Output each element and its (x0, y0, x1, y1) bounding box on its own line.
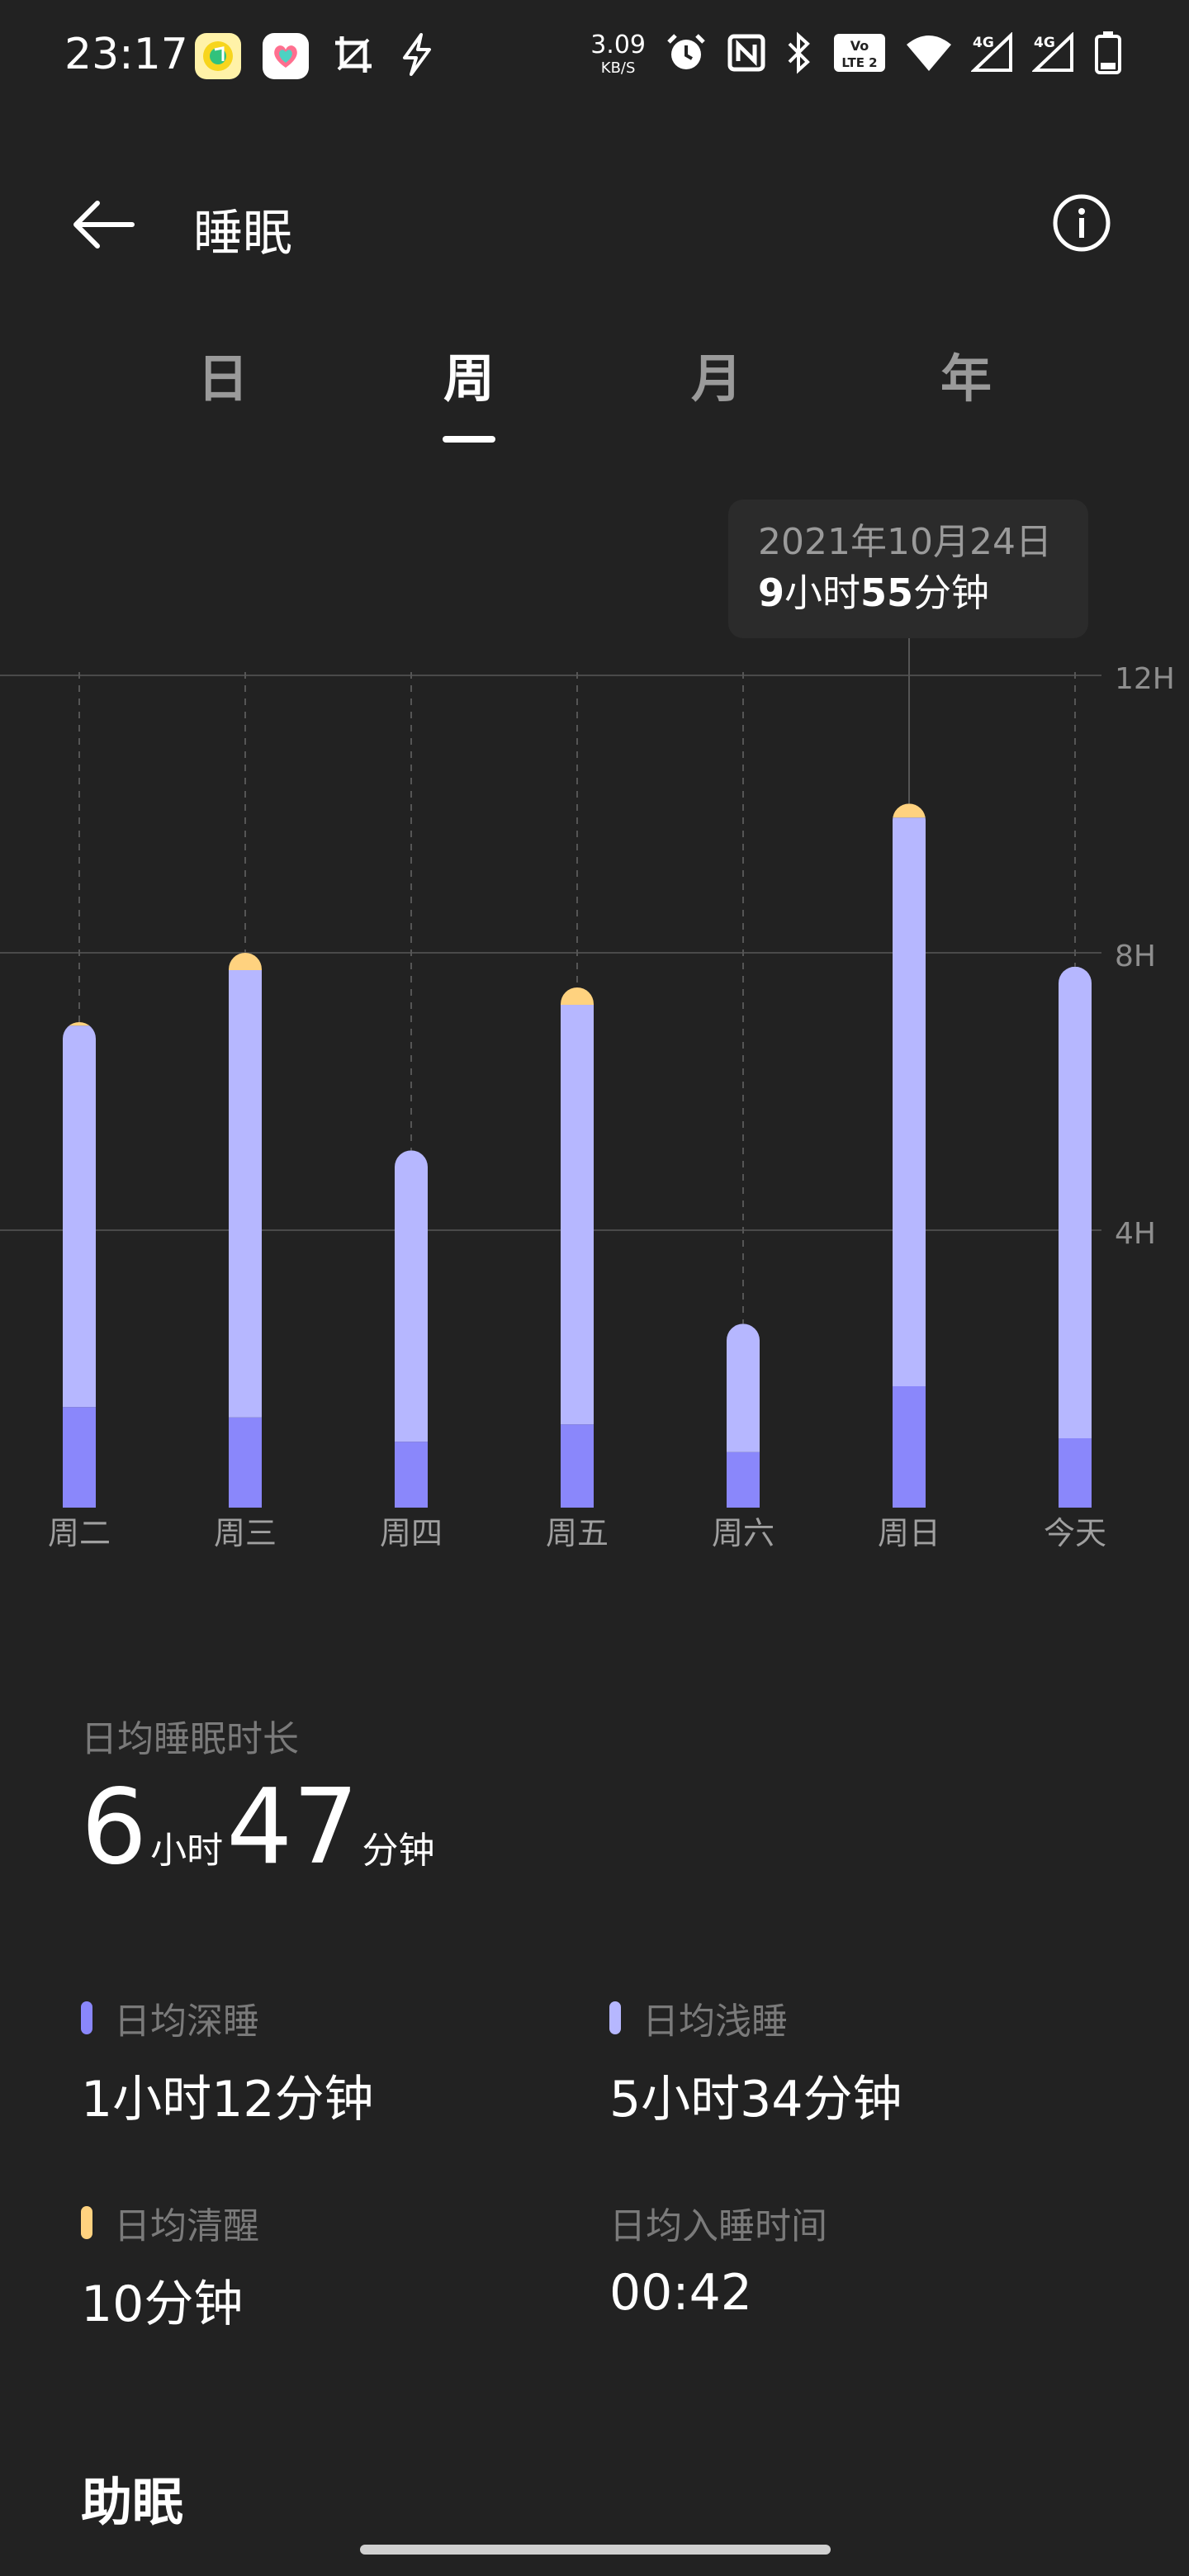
bar-segment-awake (229, 953, 262, 970)
light-sleep-dot (609, 2001, 621, 2034)
summary-minutes: 47 (226, 1766, 359, 1887)
volte-label: LTE 2 (841, 55, 877, 70)
stat-label: 日均清醒 (114, 2205, 259, 2247)
tab-week[interactable]: 周 (443, 348, 495, 409)
info-button[interactable] (1052, 193, 1111, 253)
summary-minutes-unit: 分钟 (362, 1830, 435, 1872)
tooltip-date: 2021年10月24日 (758, 521, 1052, 563)
back-button[interactable] (69, 192, 135, 258)
x-tick-label: 周四 (380, 1515, 443, 1551)
volte-icon: Vo LTE 2 (832, 32, 887, 77)
sleep-chart[interactable]: 12H 8H 4H 周二 周三 周四 周五 周六 周日 今天 (0, 487, 1189, 1577)
x-tick-label: 周五 (546, 1515, 609, 1551)
tab-day[interactable]: 日 (197, 348, 249, 409)
bar-segment-light-sleep (893, 817, 926, 1386)
flash-icon (398, 31, 434, 81)
crop-icon (330, 31, 377, 81)
battery-icon (1093, 30, 1123, 79)
stat-label: 日均深睡 (114, 2001, 259, 2043)
tooltip-hours: 9 (758, 571, 785, 615)
stat-value: 00:42 (609, 2264, 752, 2322)
svg-text:4G: 4G (973, 35, 994, 51)
stat-deep-sleep: 日均深睡 1小时12分钟 (81, 1991, 543, 2131)
tab-year[interactable]: 年 (940, 348, 992, 409)
summary-hours: 6 (81, 1766, 148, 1887)
bar-segment-deep-sleep (893, 1386, 926, 1508)
stat-value: 5小时34分钟 (609, 2071, 902, 2129)
tab-indicator (443, 436, 495, 443)
bar-segment-awake (561, 987, 594, 1005)
bar-1 (229, 953, 262, 1508)
net-speed: 3.09 KB/S (590, 33, 646, 76)
nfc-icon (727, 33, 766, 76)
bar-segment-light-sleep (229, 970, 262, 1418)
summary-duration: 6小时47分钟 (81, 1775, 438, 1879)
net-speed-value: 3.09 (590, 31, 646, 59)
bar-3 (561, 987, 594, 1508)
x-tick-label: 周六 (712, 1515, 775, 1551)
x-tick-label: 周三 (214, 1515, 277, 1551)
heart-app-icon (263, 33, 309, 79)
stat-light-sleep: 日均浅睡 5小时34分钟 (609, 1991, 1072, 2131)
svg-text:Vo: Vo (850, 38, 869, 54)
x-tick-label: 今天 (1044, 1515, 1106, 1551)
alarm-icon (664, 31, 708, 78)
bar-segment-light-sleep (561, 1005, 594, 1425)
chart-tooltip: 2021年10月24日 9小时55分钟 (728, 500, 1088, 638)
stat-value: 10分钟 (81, 2275, 244, 2333)
bar-segment-deep-sleep (561, 1424, 594, 1508)
bar-segment-deep-sleep (727, 1451, 760, 1508)
bar-segment-light-sleep (395, 1150, 428, 1442)
bluetooth-icon (784, 31, 814, 78)
info-icon (1053, 194, 1111, 252)
tooltip-minutes: 55 (860, 571, 914, 615)
section-title-sleep-aid: 助眠 (81, 2472, 184, 2532)
stat-awake: 日均清醒 10分钟 (81, 2196, 543, 2336)
stat-label: 日均入睡时间 (609, 2205, 827, 2247)
status-left-icons (195, 31, 434, 81)
tooltip-hours-unit: 小时 (784, 571, 861, 615)
bar-2 (395, 1150, 428, 1508)
summary-hours-unit: 小时 (150, 1830, 224, 1872)
net-speed-unit: KB/S (600, 59, 636, 77)
bar-segment-light-sleep (727, 1324, 760, 1452)
bar-segment-deep-sleep (63, 1407, 96, 1508)
x-tick-label: 周二 (48, 1515, 111, 1551)
back-arrow-icon (73, 201, 135, 249)
awake-dot (81, 2206, 92, 2239)
bar-6 (1059, 966, 1092, 1508)
stat-value: 1小时12分钟 (81, 2071, 374, 2129)
y-tick-label: 8H (1115, 940, 1156, 973)
bar-segment-deep-sleep (1059, 1438, 1092, 1508)
status-bar: 23:17 3.09 KB/S Vo LTE 2 (0, 0, 1189, 112)
deep-sleep-dot (81, 2001, 92, 2034)
tab-month[interactable]: 月 (690, 348, 742, 409)
bar-segment-deep-sleep (395, 1442, 428, 1508)
y-tick-label: 4H (1115, 1217, 1156, 1251)
signal-4g-icon: 4G (1031, 31, 1075, 77)
home-indicator[interactable] (360, 2545, 831, 2555)
tooltip-minutes-unit: 分钟 (913, 571, 990, 615)
summary-label: 日均睡眠时长 (81, 1718, 299, 1760)
stat-bedtime: 日均入睡时间 00:42 (609, 2196, 1072, 2322)
bar-4 (727, 1324, 760, 1508)
bar-segment-light-sleep (63, 1025, 96, 1408)
x-tick-label: 周日 (878, 1515, 940, 1551)
wifi-icon (905, 33, 953, 76)
stat-label: 日均浅睡 (642, 2001, 788, 2043)
status-right-icons: 3.09 KB/S Vo LTE 2 4G 4G (590, 30, 1123, 79)
bar-segment-awake (63, 1022, 96, 1026)
bar-segment-deep-sleep (229, 1417, 262, 1508)
bar-segment-light-sleep (1059, 966, 1092, 1438)
bar-segment-awake (893, 803, 926, 818)
music-app-icon (195, 33, 241, 79)
svg-text:4G: 4G (1034, 35, 1055, 51)
signal-4g-icon: 4G (970, 31, 1014, 77)
page-title: 睡眠 (193, 205, 292, 263)
tooltip-value: 9小时55分钟 (758, 574, 1059, 612)
bar-0 (63, 1022, 96, 1508)
y-tick-label: 12H (1115, 662, 1175, 696)
bar-5 (893, 803, 926, 1508)
status-time: 23:17 (64, 30, 188, 79)
